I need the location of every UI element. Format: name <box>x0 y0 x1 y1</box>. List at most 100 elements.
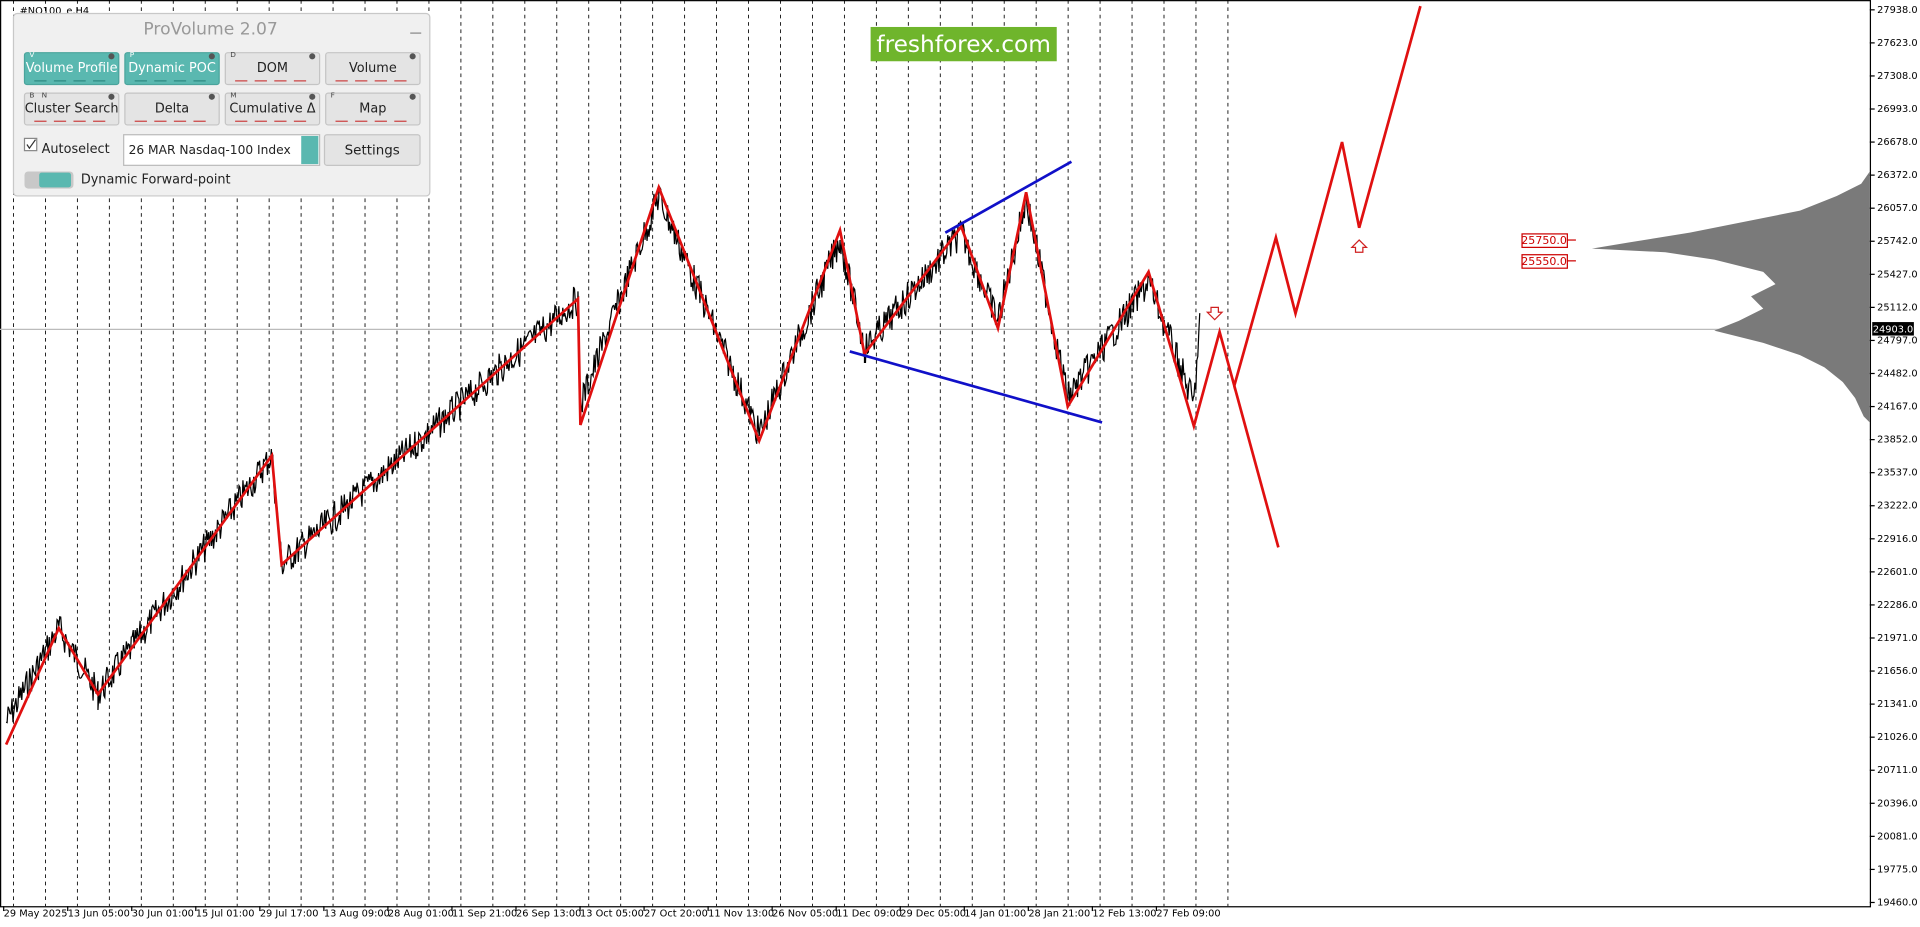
button-key: D <box>230 50 236 59</box>
spinner[interactable] <box>301 135 319 165</box>
forecast-down <box>1232 385 1280 548</box>
y-tick-label: 22601.0 <box>1877 567 1917 578</box>
current-price: 24903.0 <box>1873 324 1913 335</box>
y-tick-label: 20711.0 <box>1877 765 1917 776</box>
panel-button[interactable]: Cumulative Δ M <box>224 91 321 126</box>
autoselect-label: Autoselect <box>42 142 110 157</box>
logo: freshforex.com <box>876 31 1051 58</box>
button-gear <box>309 53 316 60</box>
y-tick-label: 20396.0 <box>1877 798 1917 809</box>
y-tick-label: 20081.0 <box>1877 831 1917 842</box>
x-tick-label: 12 Feb 13:00 <box>1092 909 1156 920</box>
button-bg <box>224 92 321 126</box>
y-tick-label: 26993.0 <box>1877 104 1917 115</box>
y-tick-label: 27623.0 <box>1877 38 1917 49</box>
x-tick-label: 11 Nov 13:00 <box>708 909 774 920</box>
panel-button[interactable]: Map F <box>325 91 421 126</box>
volume-profile <box>1591 171 1870 423</box>
y-tick-label: 25742.0 <box>1877 236 1917 247</box>
y-tick-label: 21971.0 <box>1877 633 1917 644</box>
button-bg <box>224 52 321 86</box>
x-tick-label: 14 Jan 01:00 <box>964 909 1026 920</box>
x-tick-label: 29 Jul 17:00 <box>260 909 319 920</box>
y-tick-label: 23222.0 <box>1877 501 1917 512</box>
button-key: N <box>42 91 47 100</box>
y-tick-label: 25112.0 <box>1877 302 1917 313</box>
checkmark <box>26 139 37 150</box>
button-bg <box>23 52 120 86</box>
y-tick-label: 27938.0 <box>1877 5 1917 16</box>
panel-button[interactable]: Delta <box>124 92 220 126</box>
button-bg <box>124 52 220 86</box>
panel-button[interactable]: Dynamic POC P <box>124 50 220 86</box>
panel-button[interactable]: Cluster Search B N <box>23 91 120 126</box>
y-tick-label: 25427.0 <box>1877 269 1917 280</box>
level-label: 25750.0 <box>1521 234 1567 247</box>
button-key: V <box>29 50 34 59</box>
button-key: B <box>29 91 34 100</box>
y-tick-label: 21026.0 <box>1877 732 1917 743</box>
button-bg <box>124 92 220 126</box>
panel-button[interactable]: DOM D <box>224 50 321 86</box>
level-box <box>1521 254 1568 269</box>
x-tick-label: 28 Jan 21:00 <box>1028 909 1090 920</box>
x-tick-label: 28 Aug 01:00 <box>388 909 454 920</box>
y-tick-label: 24482.0 <box>1877 369 1917 380</box>
panel-button[interactable]: Volume Profile V <box>23 50 120 86</box>
x-tick-label: 15 Jul 01:00 <box>196 909 255 920</box>
y-tick-label: 27308.0 <box>1877 71 1917 82</box>
levels: 25750.0 25550.0 <box>1521 233 1576 269</box>
price-axis: 27938.0 27623.0 27308.0 26993.0 26678.0 26372… <box>1869 5 1918 908</box>
time-axis: 29 May 2025 13 Jun 05:00 30 Jun 01:00 15 Ju… <box>3 906 1221 920</box>
button-bg <box>325 92 421 126</box>
instrument-select[interactable] <box>123 134 321 166</box>
button-key: P <box>130 50 135 59</box>
x-tick-label: 27 Oct 20:00 <box>644 909 708 920</box>
chart-frame <box>0 0 1872 908</box>
button-label: Cluster Search <box>25 102 119 117</box>
panel-button[interactable]: Volume <box>325 52 421 86</box>
provolume-panel: ProVolume 2.07 Autoselect 26 MAR Nasdaq-… <box>12 12 431 197</box>
button-key: F <box>331 91 335 100</box>
button-gear <box>309 93 316 100</box>
button-key: M <box>230 91 236 100</box>
arrow-up <box>1350 239 1369 253</box>
x-tick-label: 13 Aug 09:00 <box>324 909 390 920</box>
logo-box <box>870 26 1057 62</box>
instrument: 26 MAR Nasdaq-100 Index <box>129 143 291 157</box>
button-label: Volume Profile <box>26 61 118 76</box>
toggle-knob <box>39 172 72 188</box>
y-tick-label: 26678.0 <box>1877 137 1917 148</box>
panel-title: ProVolume 2.07 <box>143 19 277 39</box>
x-tick-label: 13 Jun 05:00 <box>68 909 130 920</box>
trendline-lower <box>849 350 1103 424</box>
level-label: 25550.0 <box>1521 255 1567 268</box>
x-tick-label: 11 Sep 21:00 <box>452 909 517 920</box>
button-gear <box>409 53 416 60</box>
button-bg <box>325 52 421 86</box>
symbol: #NQ100_e,H4 <box>20 6 89 17</box>
x-tick-label: 26 Nov 05:00 <box>772 909 838 920</box>
y-tick-label: 22916.0 <box>1877 534 1917 545</box>
trendline-upper <box>944 160 1073 234</box>
button-gear <box>208 53 215 60</box>
settings-button[interactable] <box>323 134 421 166</box>
x-tick-label: 26 Sep 13:00 <box>516 909 581 920</box>
y-tick-label: 21656.0 <box>1877 666 1917 677</box>
x-tick-label: 13 Oct 05:00 <box>580 909 644 920</box>
zigzag <box>4 5 1422 746</box>
button-bg <box>23 92 120 126</box>
button-label: Volume <box>349 61 397 76</box>
forward-label: Dynamic Forward-point <box>81 173 231 188</box>
settings-label: Settings <box>345 144 400 159</box>
button-gear <box>208 93 215 100</box>
y-tick-label: 23852.0 <box>1877 435 1917 446</box>
y-tick-label: 22286.0 <box>1877 600 1917 611</box>
button-label: Cumulative Δ <box>229 102 315 117</box>
y-tick-label: 24167.0 <box>1877 402 1917 413</box>
y-tick-label: 26057.0 <box>1877 203 1917 214</box>
y-tick-label: 23537.0 <box>1877 468 1917 479</box>
x-tick-label: 11 Dec 09:00 <box>836 909 902 920</box>
